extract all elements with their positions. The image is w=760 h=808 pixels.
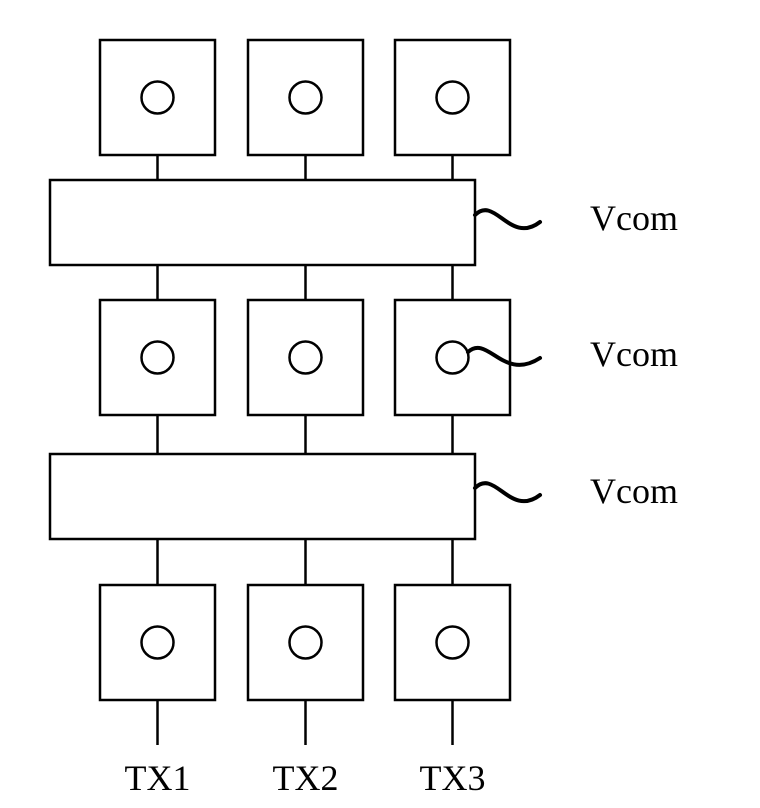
vcom-label-1: Vcom xyxy=(590,334,678,374)
vcom-label-0: Vcom xyxy=(590,198,678,238)
tx-label-1: TX2 xyxy=(273,758,339,798)
canvas-bg xyxy=(0,0,760,808)
vcom-label-2: Vcom xyxy=(590,471,678,511)
tx-label-0: TX1 xyxy=(125,758,191,798)
tx-label-2: TX3 xyxy=(420,758,486,798)
